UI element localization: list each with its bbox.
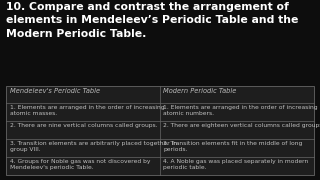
Text: 2. There are eighteen vertical columns called groups.: 2. There are eighteen vertical columns c… <box>163 123 320 128</box>
Text: 1. Elements are arranged in the order of increasing
atomic masses.: 1. Elements are arranged in the order of… <box>10 105 164 116</box>
Text: Modern Periodic Table: Modern Periodic Table <box>163 88 236 94</box>
Text: 2. There are nine vertical columns called groups.: 2. There are nine vertical columns calle… <box>10 123 157 128</box>
Text: 10. Compare and contrast the arrangement of
elements in Mendeleev’s Periodic Tab: 10. Compare and contrast the arrangement… <box>6 2 299 39</box>
Text: 1. Elements are arranged in the order of increasing
atomic numbers.: 1. Elements are arranged in the order of… <box>163 105 318 116</box>
Text: 4. Groups for Noble gas was not discovered by
Mendeleev's periodic Table.: 4. Groups for Noble gas was not discover… <box>10 159 150 170</box>
Text: 3. Transition elements are arbitrarily placed together in
group VIII.: 3. Transition elements are arbitrarily p… <box>10 141 177 152</box>
FancyBboxPatch shape <box>6 86 314 175</box>
Text: 4. A Noble gas was placed separately in modern
periodic table.: 4. A Noble gas was placed separately in … <box>163 159 308 170</box>
Text: Mendeleev's Periodic Table: Mendeleev's Periodic Table <box>10 88 100 94</box>
Text: 3. Transition elements fit in the middle of long
periods.: 3. Transition elements fit in the middle… <box>163 141 303 152</box>
